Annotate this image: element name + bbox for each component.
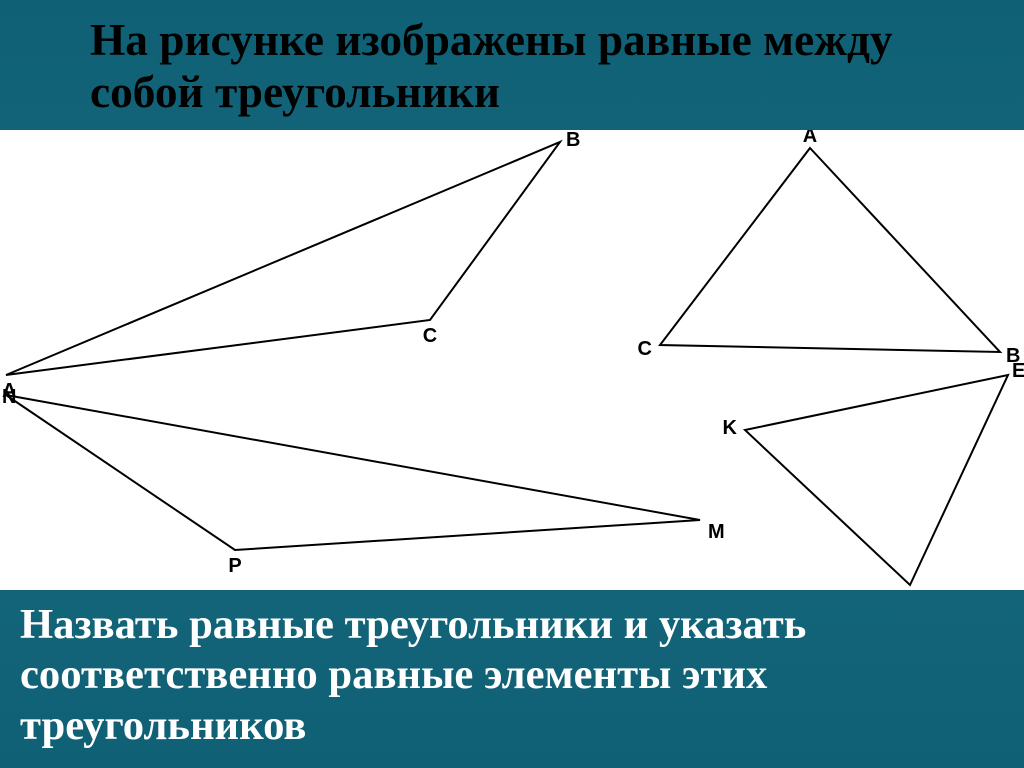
triangle-KED [745, 375, 1008, 585]
slide-caption: Назвать равные треугольники и указать со… [20, 600, 1004, 751]
triangle-ACB_right [660, 148, 1000, 352]
vertex-label-NPM-M: M [708, 521, 725, 543]
vertex-label-ABC_left-C: C [423, 325, 437, 347]
triangles-diagram: ABCACBNPMKED [0, 130, 1024, 590]
diagram-area: ABCACBNPMKED [0, 130, 1024, 590]
slide-root: На рисунке изображены равные между собой… [0, 0, 1024, 768]
slide-caption-text: Назвать равные треугольники и указать со… [20, 601, 806, 749]
vertex-label-KED-E: E [1012, 360, 1024, 382]
vertex-label-ABC_left-B: B [566, 130, 580, 151]
vertex-label-ACB_right-C: C [638, 338, 652, 360]
vertex-label-KED-K: K [723, 417, 738, 439]
triangle-NPM [6, 395, 700, 550]
vertex-label-ACB_right-A: A [803, 130, 817, 147]
triangle-ABC_left [6, 142, 560, 375]
vertex-label-NPM-P: P [228, 555, 241, 577]
vertex-label-NPM-N: N [2, 386, 16, 408]
slide-title-text: На рисунке изображены равные между собой… [90, 15, 893, 117]
slide-title: На рисунке изображены равные между собой… [90, 14, 970, 118]
